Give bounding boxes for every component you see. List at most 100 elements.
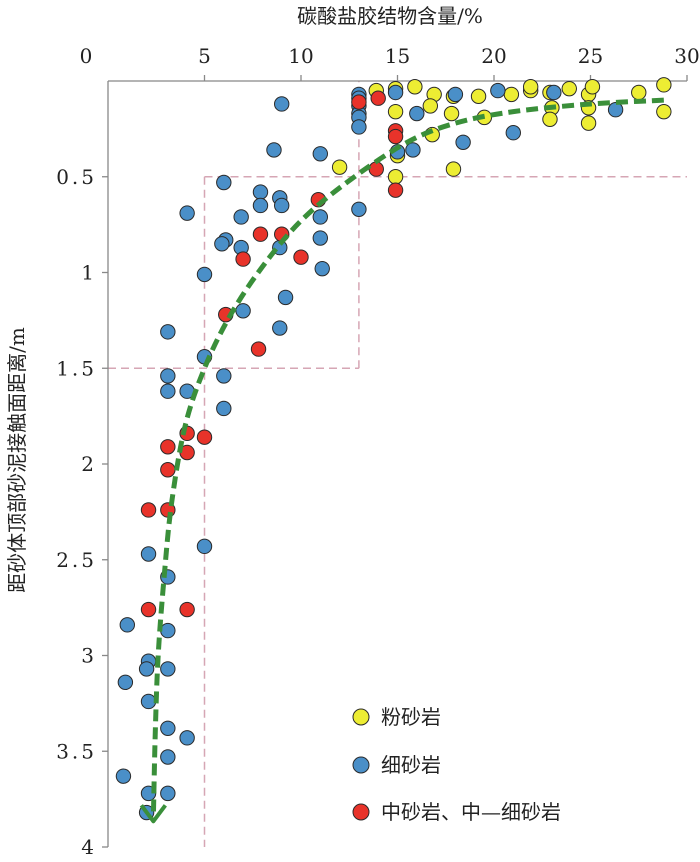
medium_sandstone-point — [252, 226, 269, 242]
x-tick-label: 15 — [385, 44, 410, 68]
fine_sandstone-point — [160, 749, 176, 765]
legend-label-siltstone: 粉砂岩 — [381, 705, 441, 729]
fine_sandstone-point — [233, 209, 249, 225]
fine_sandstone-point — [252, 184, 269, 200]
siltstone-point — [522, 79, 539, 95]
fine_sandstone-point — [196, 538, 213, 555]
data-points — [115, 77, 672, 821]
legend-marker-siltstone — [352, 708, 370, 726]
fine_sandstone-point — [160, 324, 176, 340]
fine_sandstone-point — [351, 201, 367, 218]
fine_sandstone-point — [351, 119, 367, 135]
siltstone-point — [561, 80, 577, 97]
x-tick-label: 20 — [481, 44, 506, 68]
y-tick-label: 3 — [81, 644, 97, 668]
y-axis-title: 距砂体顶部砂泥接触面距离/m — [5, 327, 29, 593]
medium_sandstone-point — [196, 429, 213, 445]
fine_sandstone-point — [160, 720, 176, 736]
fine_sandstone-point — [214, 236, 230, 252]
legend-label-medium_sandstone: 中砂岩、中—细砂岩 — [381, 800, 561, 824]
medium_sandstone-point — [387, 128, 404, 145]
trend-line — [139, 97, 664, 824]
fine_sandstone-point — [216, 400, 232, 417]
fine_sandstone-point — [405, 142, 421, 158]
fine_sandstone-point — [607, 102, 624, 118]
legend-marker-medium_sandstone — [352, 803, 370, 821]
fine_sandstone-point — [505, 125, 521, 141]
medium_sandstone-point — [160, 462, 176, 478]
y-tick-label: 0.5 — [56, 165, 97, 189]
fine_sandstone-point — [272, 320, 288, 336]
medium_sandstone-point — [370, 90, 386, 106]
fine_sandstone-point — [447, 86, 464, 103]
x-axis-title: 碳酸盐胶结物含量/% — [297, 4, 483, 28]
x-tick-label: 5 — [198, 44, 211, 68]
fine_sandstone-point — [160, 785, 176, 802]
medium_sandstone-point — [179, 601, 195, 618]
fine_sandstone-point — [490, 82, 506, 99]
fine_sandstone-point — [117, 674, 134, 691]
medium_sandstone-point — [140, 502, 157, 518]
legend-marker-fine_sandstone — [352, 756, 370, 774]
medium_sandstone-point — [250, 341, 267, 357]
siltstone-point — [331, 159, 348, 175]
siltstone-point — [584, 79, 601, 95]
siltstone-point — [656, 103, 672, 120]
fine_sandstone-point — [314, 260, 330, 277]
fine_sandstone-point — [546, 84, 562, 101]
fine_sandstone-point — [179, 730, 195, 746]
x-tick-label: 0 — [80, 44, 93, 68]
x-tick-label: 25 — [578, 44, 603, 68]
siltstone-point — [542, 111, 558, 128]
fine_sandstone-point — [196, 266, 213, 283]
fine_sandstone-point — [277, 289, 294, 306]
siltstone-point — [503, 86, 520, 103]
siltstone-point — [407, 79, 423, 95]
fine_sandstone-point — [274, 96, 290, 112]
siltstone-point — [580, 115, 597, 131]
medium_sandstone-point — [140, 601, 157, 618]
medium_sandstone-point — [235, 251, 251, 267]
fine_sandstone-point — [160, 383, 176, 399]
fine_sandstone-point — [312, 146, 328, 162]
siltstone-point — [422, 98, 439, 114]
legend-label-fine_sandstone: 细砂岩 — [381, 753, 441, 777]
y-tick-label: 4 — [81, 835, 97, 859]
x-tick-label: 30 — [674, 44, 699, 68]
fine_sandstone-point — [387, 84, 404, 101]
fine_sandstone-point — [216, 368, 232, 384]
fine_sandstone-point — [160, 368, 176, 384]
fine_sandstone-point — [119, 617, 136, 633]
fine_sandstone-point — [312, 230, 328, 246]
siltstone-point — [445, 161, 462, 177]
x-tick-label: 10 — [288, 44, 313, 68]
trend-arrowhead — [139, 804, 167, 824]
siltstone-point — [387, 169, 404, 185]
medium_sandstone-point — [387, 182, 404, 198]
tick-labels: 0 5 10 15 20 25 30 0.5 1 1.5 2 2.5 3 3.5 4 — [56, 44, 700, 859]
y-tick-label: 2.5 — [56, 548, 97, 572]
medium_sandstone-point — [160, 439, 176, 455]
siltstone-point — [656, 77, 672, 93]
fine_sandstone-point — [252, 197, 269, 214]
fine_sandstone-point — [409, 105, 425, 122]
fine_sandstone-point — [115, 768, 132, 784]
fine_sandstone-point — [216, 174, 232, 191]
y-tick-label: 2 — [81, 452, 97, 476]
fine_sandstone-point — [160, 622, 176, 639]
fine_sandstone-point — [266, 142, 282, 158]
siltstone-point — [443, 105, 460, 122]
siltstone-point — [470, 88, 487, 105]
y-tick-label: 1 — [81, 261, 97, 285]
fine_sandstone-point — [235, 303, 251, 319]
fine_sandstone-point — [140, 693, 157, 710]
y-tick-label: 1.5 — [56, 356, 97, 380]
trend-curve — [150, 97, 664, 819]
fine_sandstone-point — [455, 134, 471, 150]
fine_sandstone-point — [274, 197, 290, 214]
y-tick-label: 3.5 — [56, 739, 97, 763]
fine_sandstone-point — [138, 661, 155, 677]
siltstone-point — [631, 84, 647, 101]
